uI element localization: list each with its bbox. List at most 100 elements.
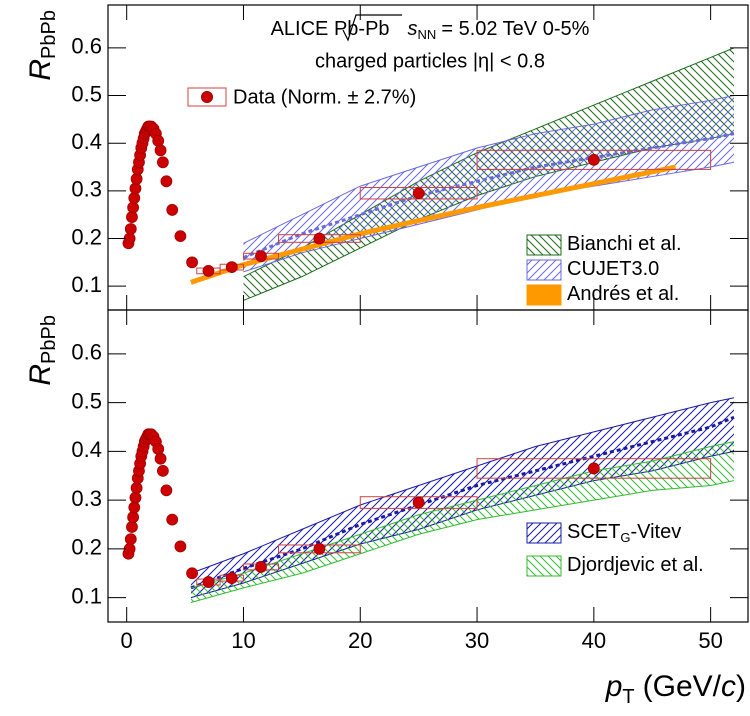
y-tick-label: 0.4 bbox=[71, 437, 102, 462]
data-point bbox=[202, 265, 215, 277]
text-part: Bianchi et al. bbox=[567, 233, 682, 255]
text-part: G bbox=[620, 530, 630, 545]
sqrt-sign bbox=[342, 14, 402, 42]
data-point bbox=[156, 156, 169, 169]
text-part: ALICE Pb-Pb bbox=[271, 18, 390, 40]
text-part: = 5.02 TeV 0-5% bbox=[441, 18, 589, 40]
band-center bbox=[242, 132, 735, 259]
text-part: Djordjevic et al. bbox=[567, 554, 704, 576]
data-point bbox=[154, 144, 167, 157]
data-point bbox=[587, 153, 600, 166]
x-tick-label: 10 bbox=[231, 628, 255, 653]
data-point bbox=[124, 223, 137, 235]
text-part: s bbox=[408, 18, 418, 40]
y-tick-label: 0.5 bbox=[71, 388, 102, 413]
y-axis-label: RPbPb bbox=[24, 10, 60, 81]
data-point bbox=[156, 464, 169, 477]
text-part: SCET bbox=[567, 521, 620, 543]
legend-swatch bbox=[526, 555, 562, 577]
x-tick-label: 40 bbox=[582, 628, 606, 653]
band bbox=[243, 95, 734, 272]
legend-swatch bbox=[526, 234, 562, 256]
data-point bbox=[313, 542, 326, 555]
legend-label: SCETG-Vitev bbox=[567, 521, 681, 545]
x-tick-label: 50 bbox=[698, 628, 722, 653]
y-tick-label: 0.2 bbox=[71, 224, 102, 249]
syst-box bbox=[476, 458, 712, 479]
text-part: Andrés et al. bbox=[567, 283, 679, 305]
data-point bbox=[166, 204, 179, 216]
y-tick-label: 0.6 bbox=[71, 340, 102, 365]
text-part: c bbox=[721, 670, 736, 703]
text-part: (GeV/ bbox=[643, 670, 722, 703]
legend-label: Djordjevic et al. bbox=[567, 554, 704, 576]
data-point bbox=[587, 462, 600, 475]
legend-box bbox=[187, 87, 227, 107]
data-point bbox=[412, 496, 425, 509]
legend-swatch bbox=[526, 284, 562, 306]
y-tick-label: 0.2 bbox=[71, 535, 102, 560]
plot-frame bbox=[107, 309, 749, 623]
annotation: charged particles |η| < 0.8 bbox=[315, 50, 545, 72]
data-point bbox=[186, 256, 198, 269]
data-point bbox=[225, 261, 238, 274]
text-part: CUJET3.0 bbox=[567, 258, 659, 280]
data-point bbox=[202, 576, 215, 588]
x-tick-label: 0 bbox=[121, 628, 133, 653]
data-point bbox=[174, 230, 187, 243]
data-point bbox=[412, 187, 425, 200]
legend-marker bbox=[201, 91, 213, 103]
band bbox=[190, 441, 734, 603]
y-tick-label: 0.1 bbox=[71, 272, 102, 297]
x-axis-label: pT (GeV/c) bbox=[605, 670, 746, 708]
band-edge bbox=[243, 95, 735, 244]
legend-swatch bbox=[526, 522, 562, 544]
data-point bbox=[255, 250, 267, 263]
data-point bbox=[255, 561, 267, 573]
data-point bbox=[313, 232, 326, 245]
plot-area bbox=[122, 397, 735, 603]
band-edge bbox=[190, 480, 735, 603]
y-tick-label: 0.4 bbox=[71, 129, 102, 154]
plot-area bbox=[122, 47, 735, 301]
y-tick-label: 0.3 bbox=[71, 486, 102, 511]
x-tick-label: 20 bbox=[348, 628, 372, 653]
text-part: R bbox=[24, 59, 57, 81]
text-part: ) bbox=[736, 670, 746, 703]
text-part: PbPb bbox=[38, 315, 60, 364]
data-point bbox=[126, 521, 138, 533]
legend-label: Bianchi et al. bbox=[567, 233, 682, 255]
syst-box bbox=[476, 149, 712, 170]
data-point bbox=[124, 533, 137, 546]
data-point bbox=[154, 452, 167, 465]
band-center bbox=[190, 415, 735, 590]
legend-label: Andrés et al. bbox=[567, 283, 679, 305]
legend-label: CUJET3.0 bbox=[567, 258, 659, 280]
y-tick-label: 0.5 bbox=[71, 81, 102, 106]
text-part: NN bbox=[418, 27, 437, 42]
data-point bbox=[186, 567, 198, 580]
data-point bbox=[128, 501, 141, 514]
text-part: p bbox=[605, 670, 623, 703]
data-point bbox=[225, 572, 238, 585]
data-point bbox=[152, 443, 165, 455]
data-point bbox=[160, 175, 173, 188]
text-part: T bbox=[622, 686, 634, 708]
text-part: -Vitev bbox=[630, 521, 681, 543]
y-tick-label: 0.1 bbox=[71, 583, 102, 608]
data-point bbox=[130, 482, 143, 494]
x-tick-label: 30 bbox=[465, 628, 489, 653]
data-point bbox=[174, 540, 187, 553]
data-point bbox=[127, 511, 140, 524]
y-axis-label: RPbPb bbox=[24, 315, 60, 386]
text-part: R bbox=[24, 364, 57, 386]
y-tick-label: 0.3 bbox=[71, 177, 102, 202]
text-part: PbPb bbox=[38, 10, 60, 59]
data-point bbox=[166, 513, 179, 526]
data-point bbox=[160, 484, 173, 497]
annotation: ALICE Pb-Pb sNN = 5.02 TeV 0-5% bbox=[271, 18, 590, 42]
legend-label: Data (Norm. ± 2.7%) bbox=[233, 86, 416, 108]
data-point bbox=[129, 491, 142, 504]
legend-swatch bbox=[526, 259, 562, 281]
